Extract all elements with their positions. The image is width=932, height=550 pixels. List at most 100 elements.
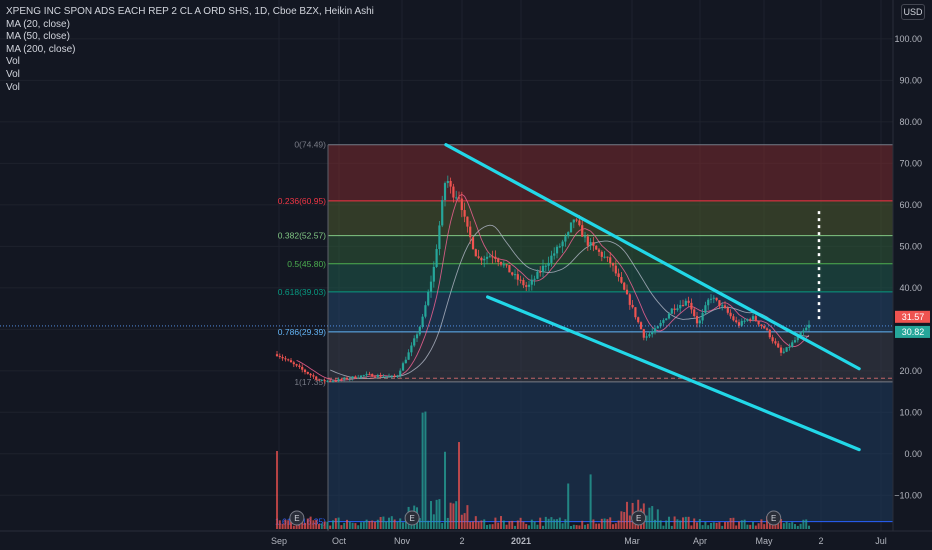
indicator-vol-2[interactable]: Vol — [6, 68, 20, 80]
volume-bar — [589, 474, 592, 529]
earnings-marker-label: E — [636, 514, 641, 523]
volume-bar — [704, 521, 707, 529]
candle-body — [452, 186, 455, 198]
candle-body — [693, 309, 696, 317]
moving-averages — [296, 193, 893, 382]
candle-body — [343, 377, 346, 380]
volume-bar — [626, 501, 629, 529]
indicator-ma200[interactable]: MA (200, close) — [6, 43, 76, 55]
candle-body — [390, 375, 393, 377]
candle-body — [516, 274, 519, 280]
price-tick-label: 20.00 — [899, 366, 922, 376]
candle-body — [651, 331, 654, 335]
volume-bar — [309, 516, 312, 529]
volume-bar — [740, 520, 743, 529]
candle-body — [376, 375, 379, 377]
candle-body — [407, 352, 410, 360]
currency-button[interactable]: USD — [901, 4, 925, 20]
volume-bar — [550, 517, 553, 529]
volume-bar — [673, 516, 676, 529]
candle-body — [639, 322, 643, 330]
volume-bar — [648, 507, 651, 529]
candle-body — [659, 322, 662, 327]
volume-bar — [365, 519, 368, 529]
candle-body — [320, 380, 323, 382]
volume-bar — [393, 519, 396, 529]
volume-bar — [665, 520, 668, 529]
candle-body — [771, 337, 774, 342]
indicator-ma20[interactable]: MA (20, close) — [6, 18, 70, 30]
volume-bar — [760, 519, 763, 529]
volume-bar — [455, 501, 458, 529]
volume-bar — [606, 519, 609, 529]
volume-bar — [446, 517, 449, 529]
volume-bar — [766, 516, 769, 529]
volume-bar — [312, 520, 315, 529]
volume-bar — [388, 517, 391, 529]
indicator-vol-1[interactable]: Vol — [6, 56, 20, 68]
candle-body — [589, 242, 592, 246]
candle-body — [502, 264, 505, 266]
candle-body — [354, 376, 357, 379]
volume-bar — [505, 524, 508, 529]
volume-bar — [782, 523, 785, 529]
candle-body — [653, 328, 657, 332]
candle-body — [595, 245, 598, 250]
price-axis-bg — [893, 0, 932, 550]
volume-bar — [522, 521, 525, 529]
candle-body — [642, 329, 645, 338]
volume-bar — [348, 521, 351, 529]
volume-bar — [536, 524, 539, 529]
candle-body — [387, 376, 391, 378]
time-axis-bg — [0, 531, 932, 550]
candle-body — [583, 236, 587, 238]
candle-body — [578, 220, 581, 226]
symbol-title[interactable]: XPENG INC SPON ADS EACH REP 2 CL A ORD S… — [6, 6, 374, 17]
candle-body — [474, 249, 477, 257]
volume-bar — [777, 521, 780, 529]
candle-body — [485, 256, 489, 259]
candle-body — [449, 180, 452, 187]
candle-body — [331, 380, 335, 382]
volume-bar — [290, 521, 293, 529]
candle-body — [491, 256, 494, 258]
volume-bar — [682, 517, 685, 529]
volume-bar — [315, 519, 318, 529]
volume-bar — [444, 451, 447, 529]
volume-bar — [620, 511, 623, 529]
candle-body — [525, 285, 528, 287]
volume-bar — [558, 517, 561, 529]
candle-body — [628, 294, 631, 305]
volume-bar — [578, 525, 581, 529]
volume-bar — [707, 525, 710, 529]
volume-bar — [791, 522, 794, 529]
price-tick-label: 100.00 — [894, 34, 922, 44]
candle-body — [751, 316, 755, 320]
candle-body — [351, 376, 354, 379]
volume-bar — [668, 516, 671, 529]
candle-body — [471, 237, 475, 250]
indicator-vol-3[interactable]: Vol — [6, 81, 20, 93]
indicator-ma50[interactable]: MA (50, close) — [6, 31, 70, 43]
candle-body — [348, 378, 351, 380]
fib-zone — [328, 331, 893, 382]
volume-bar — [469, 521, 472, 529]
volume-bar — [340, 525, 343, 529]
volume-bar — [376, 519, 379, 529]
volume-bar — [458, 442, 461, 529]
candle-body — [732, 316, 735, 321]
candle-body — [597, 249, 601, 252]
candle-body — [561, 241, 564, 247]
volume-bar — [763, 524, 766, 529]
volume-bar — [544, 516, 547, 529]
volume-bar — [449, 502, 452, 529]
candle-body — [547, 262, 550, 266]
volume-bar — [494, 517, 497, 529]
candle-body — [446, 180, 449, 184]
time-tick-label: May — [755, 536, 773, 546]
volume-bar — [357, 525, 360, 529]
candle-body — [443, 183, 447, 201]
candle-body — [429, 281, 433, 292]
candle-body — [334, 380, 337, 382]
